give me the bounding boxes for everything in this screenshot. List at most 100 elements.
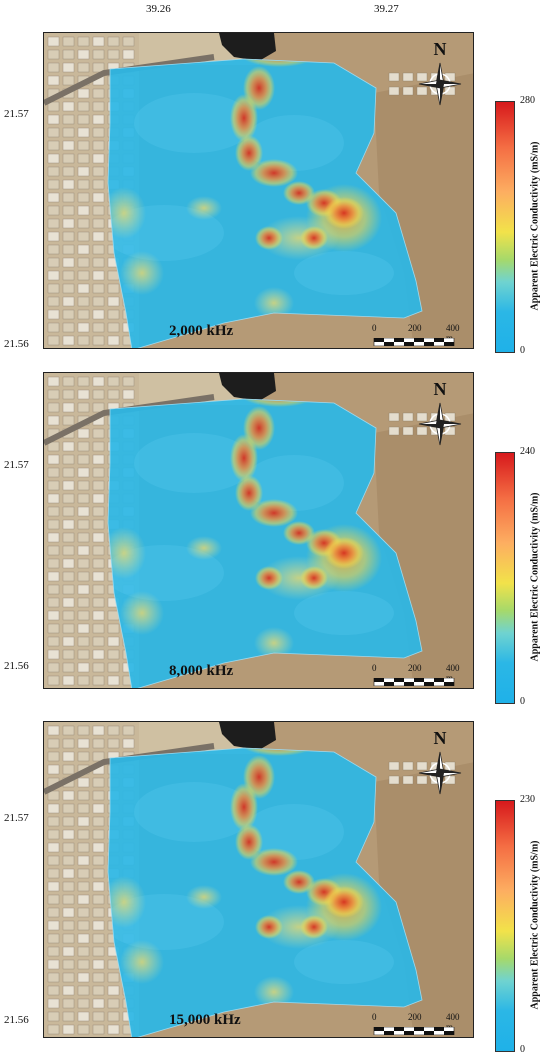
reservoir [219, 373, 276, 401]
building-block [388, 72, 400, 82]
building-block [107, 296, 120, 307]
building-block [62, 597, 75, 608]
building-block [92, 532, 105, 543]
texture-patch [294, 591, 394, 635]
building-block [47, 36, 60, 47]
longitude-label-39-27: 39.27 [374, 3, 399, 15]
building-block [402, 86, 414, 96]
building-block [47, 558, 60, 569]
hills [374, 413, 473, 688]
building-block [107, 725, 120, 736]
building-block [77, 675, 90, 686]
building-block [62, 114, 75, 125]
conductivity-overlay [108, 59, 422, 348]
building-block [92, 972, 105, 983]
road [44, 743, 215, 795]
building-block [92, 738, 105, 749]
building-block [92, 283, 105, 294]
building-block [92, 441, 105, 452]
building-block [47, 649, 60, 660]
building-block [77, 829, 90, 840]
building-block [92, 636, 105, 647]
building-block [47, 218, 60, 229]
building-block [107, 376, 120, 387]
map-canvas [44, 722, 473, 1037]
building-block [77, 790, 90, 801]
scale-bar-segments [373, 1027, 455, 1035]
conductivity-overlay [108, 748, 422, 1037]
building-block [47, 842, 60, 853]
building-block [47, 751, 60, 762]
building-block [62, 881, 75, 892]
high-conductivity-zone [255, 915, 283, 939]
building-block [92, 584, 105, 595]
building-block [107, 675, 120, 686]
hills [374, 762, 473, 1037]
building-block [47, 584, 60, 595]
latitude-label-upper-1: 21.57 [4, 108, 29, 120]
building-block [92, 127, 105, 138]
building-block [388, 412, 400, 422]
building-block [402, 775, 414, 785]
building-block [47, 75, 60, 86]
building-block [92, 101, 105, 112]
building-block [77, 803, 90, 814]
texture-patch [294, 251, 394, 295]
building-block [77, 192, 90, 203]
building-block [77, 309, 90, 320]
colorbar-max-label: 230 [520, 794, 535, 805]
building-block [62, 584, 75, 595]
compass-rose-icon [418, 62, 462, 106]
longitude-label-39-26: 39.26 [146, 3, 171, 15]
building-block [47, 467, 60, 478]
building-block [92, 777, 105, 788]
texture-patch [244, 115, 344, 171]
building-block [92, 649, 105, 660]
high-conductivity-zone [235, 135, 263, 171]
building-block [402, 72, 414, 82]
building-block [402, 412, 414, 422]
building-block [62, 751, 75, 762]
building-block [62, 166, 75, 177]
building-block [62, 933, 75, 944]
building-block [122, 738, 135, 749]
building-block [47, 179, 60, 190]
building-block [77, 777, 90, 788]
building-block [92, 803, 105, 814]
building-block [77, 920, 90, 931]
scale-bar-segments [373, 678, 455, 686]
building-block [92, 920, 105, 931]
latitude-label-lower-3: 21.56 [4, 1014, 29, 1026]
north-letter: N [433, 379, 447, 399]
building-block [62, 296, 75, 307]
building-block [92, 725, 105, 736]
building-block [47, 454, 60, 465]
building-block [47, 675, 60, 686]
mild-conductivity-zone [120, 251, 164, 295]
building-block [62, 101, 75, 112]
building-block [47, 270, 60, 281]
building-block [92, 166, 105, 177]
building-block [47, 205, 60, 216]
high-conductivity-zone [255, 226, 283, 250]
building-block [47, 376, 60, 387]
building-block [77, 933, 90, 944]
building-block [92, 179, 105, 190]
building-block [62, 441, 75, 452]
building-block [92, 545, 105, 556]
building-block [122, 725, 135, 736]
building-block [107, 49, 120, 60]
building-block [47, 441, 60, 452]
building-block [77, 218, 90, 229]
building-block [416, 775, 428, 785]
building-block [47, 283, 60, 294]
building-block [77, 231, 90, 242]
building-block [107, 309, 120, 320]
building-block [402, 761, 414, 771]
building-block [92, 985, 105, 996]
building-block [77, 959, 90, 970]
building-block [62, 649, 75, 660]
mild-conductivity-zone [254, 627, 294, 659]
